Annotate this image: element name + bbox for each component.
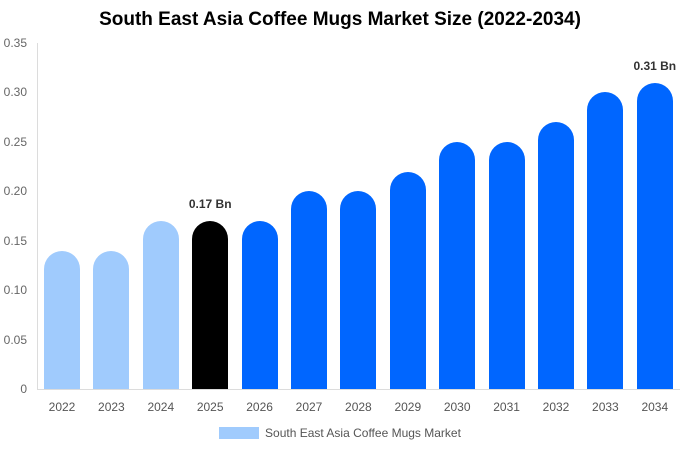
- bar-2033: [587, 92, 624, 389]
- legend-label: South East Asia Coffee Mugs Market: [265, 426, 461, 440]
- chart-title: South East Asia Coffee Mugs Market Size …: [99, 9, 581, 30]
- bar-2024: [142, 220, 179, 389]
- y-tick-label: 0.10: [3, 283, 27, 298]
- y-tick-label: 0.15: [3, 233, 27, 248]
- bar-2034: [636, 82, 673, 389]
- x-tick-label: 2033: [592, 400, 619, 414]
- y-tick-label: 0.30: [3, 85, 27, 100]
- bar-2026: [241, 220, 278, 389]
- y-tick-label: 0.25: [3, 134, 27, 149]
- x-tick-label: 2028: [345, 400, 372, 414]
- data-label: 0.17 Bn: [188, 196, 232, 211]
- y-tick-label: 0: [20, 382, 27, 396]
- x-tick-label: 2034: [641, 400, 669, 414]
- x-tick-label: 2025: [196, 400, 224, 414]
- bar-2029: [389, 171, 426, 389]
- data-label: 0.31 Bn: [633, 58, 677, 73]
- bar-2027: [291, 191, 327, 389]
- bar-2031: [488, 141, 525, 389]
- bar-2025: [192, 220, 229, 389]
- x-tick-label: 2026: [246, 400, 273, 414]
- y-axis-line: [37, 43, 38, 389]
- x-axis-line: [37, 389, 680, 390]
- legend-swatch: [219, 427, 260, 439]
- legend: South East Asia Coffee Mugs Market: [0, 426, 680, 440]
- x-tick-label: 2029: [394, 400, 422, 414]
- y-tick-label: 0.05: [3, 332, 27, 347]
- x-tick-label: 2030: [443, 400, 471, 414]
- y-tick-label: 0.20: [3, 184, 27, 199]
- bar-2022: [44, 250, 80, 389]
- x-tick-label: 2023: [98, 400, 125, 414]
- x-tick-label: 2024: [147, 400, 175, 414]
- x-tick-label: 2031: [493, 400, 520, 414]
- y-tick-label: 0.35: [3, 36, 27, 50]
- bar-2030: [439, 141, 476, 389]
- bar-2023: [93, 250, 130, 389]
- x-tick-label: 2032: [542, 400, 570, 414]
- bar-2028: [340, 191, 377, 389]
- bar-2032: [538, 122, 574, 389]
- x-tick-label: 2022: [48, 400, 76, 414]
- x-tick-label: 2027: [295, 400, 323, 414]
